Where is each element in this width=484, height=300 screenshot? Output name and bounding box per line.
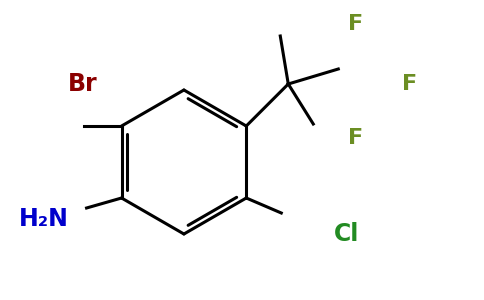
Text: F: F [348,14,363,34]
Text: Br: Br [68,72,97,96]
Text: F: F [402,74,417,94]
Text: F: F [348,128,363,148]
Text: Cl: Cl [334,222,359,246]
Text: H₂N: H₂N [19,207,69,231]
